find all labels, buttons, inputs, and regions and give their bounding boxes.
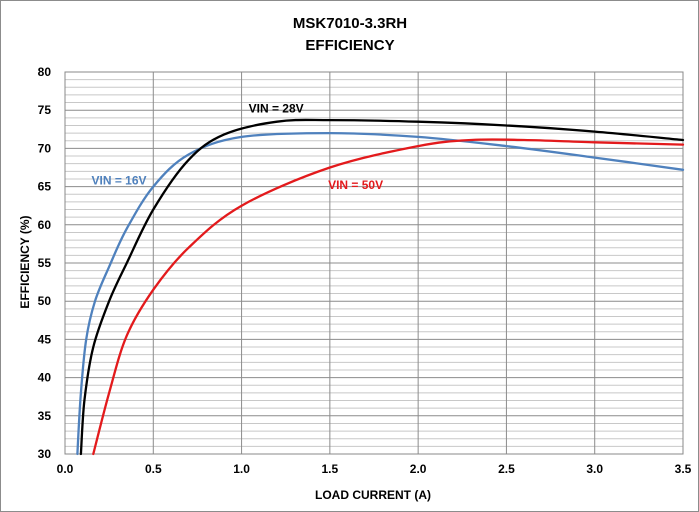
x-tick-label: 3.0 <box>586 462 603 476</box>
y-tick-label: 80 <box>38 65 52 79</box>
series-label-vin-16v: VIN = 16V <box>91 173 146 187</box>
tick-labels: 0.0 0.5 1.0 1.5 2.0 2.5 3.0 3.5 30 35 40 45 50 55 60 65… <box>38 65 692 476</box>
x-tick-label: 1.0 <box>233 462 250 476</box>
x-tick-label: 3.5 <box>675 462 692 476</box>
x-tick-label: 2.5 <box>498 462 515 476</box>
series-labels: VIN = 16V VIN = 28V VIN = 50V <box>91 101 383 191</box>
grid <box>65 72 683 454</box>
x-tick-label: 0.5 <box>145 462 162 476</box>
plot-area <box>64 71 684 455</box>
series-line-vin-28v <box>79 118 685 456</box>
x-tick-label: 1.5 <box>322 462 339 476</box>
y-tick-label: 55 <box>38 256 52 270</box>
y-tick-label: 65 <box>38 180 52 194</box>
y-axis-label: EFFICIENCY (%) <box>18 215 32 308</box>
y-tick-label: 30 <box>38 447 52 461</box>
series-label-vin-28v: VIN = 28V <box>249 101 304 115</box>
y-tick-label: 60 <box>38 218 52 232</box>
y-tick-label: 35 <box>38 409 52 423</box>
y-tick-label: 40 <box>38 371 52 385</box>
series-label-vin-50v: VIN = 50V <box>328 178 383 192</box>
y-tick-label: 75 <box>38 103 52 117</box>
y-tick-label: 50 <box>38 294 52 308</box>
chart-subtitle: EFFICIENCY <box>305 37 394 54</box>
series-line-vin-50v <box>92 138 685 456</box>
y-tick-label: 70 <box>38 141 52 155</box>
y-tick-label: 45 <box>38 332 52 346</box>
x-tick-label: 0.0 <box>57 462 74 476</box>
x-tick-label: 2.0 <box>410 462 427 476</box>
series-line-vin-16v <box>76 131 685 456</box>
x-axis-label: LOAD CURRENT (A) <box>315 488 431 502</box>
chart-title: MSK7010-3.3RH <box>293 15 407 32</box>
series-lines <box>76 118 685 456</box>
